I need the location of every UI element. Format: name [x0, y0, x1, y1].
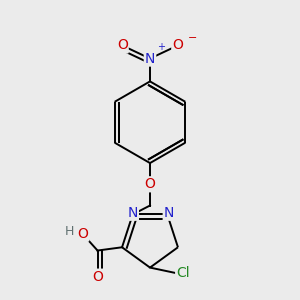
Text: O: O	[92, 270, 103, 284]
Text: N: N	[128, 206, 138, 220]
Text: H: H	[65, 225, 74, 238]
Text: O: O	[172, 38, 183, 52]
Text: O: O	[117, 38, 128, 52]
Text: −: −	[188, 33, 197, 43]
Text: N: N	[164, 206, 174, 220]
Text: +: +	[157, 42, 164, 52]
Text: N: N	[145, 52, 155, 65]
Text: O: O	[145, 177, 155, 191]
Text: O: O	[77, 226, 88, 241]
Text: Cl: Cl	[176, 266, 190, 280]
